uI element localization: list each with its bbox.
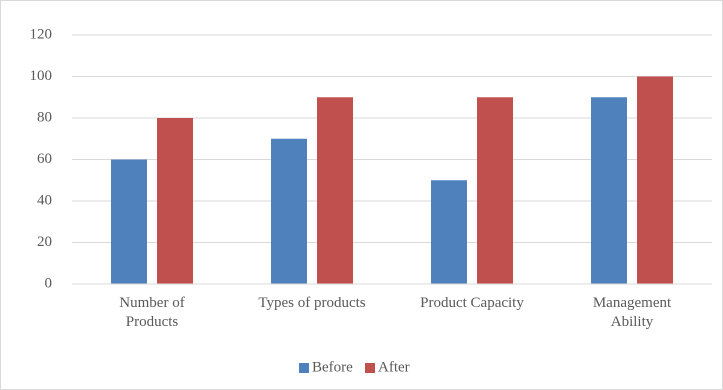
bar [477, 97, 513, 284]
y-tick-label: 20 [37, 234, 52, 250]
bar [637, 76, 673, 284]
y-tick-label: 100 [30, 68, 53, 84]
x-tick-label: Types of products [258, 295, 366, 311]
legend-swatch [299, 363, 309, 373]
y-tick-label: 60 [37, 151, 52, 167]
bar [591, 97, 627, 284]
y-tick-label: 0 [45, 275, 53, 291]
bar [431, 180, 467, 284]
legend-swatch [365, 363, 375, 373]
bar [157, 118, 193, 284]
bar [111, 159, 147, 284]
y-tick-label: 120 [30, 26, 53, 42]
bar [317, 97, 353, 284]
bar [271, 138, 307, 284]
x-tick-label: Management Ability [592, 295, 672, 330]
y-tick-label: 80 [37, 109, 52, 125]
x-tick-label: Number of Products [119, 295, 185, 330]
legend-label: After [378, 359, 410, 375]
y-tick-label: 40 [37, 192, 52, 208]
x-tick-label: Product Capacity [420, 295, 524, 311]
legend-label: Before [312, 359, 353, 375]
